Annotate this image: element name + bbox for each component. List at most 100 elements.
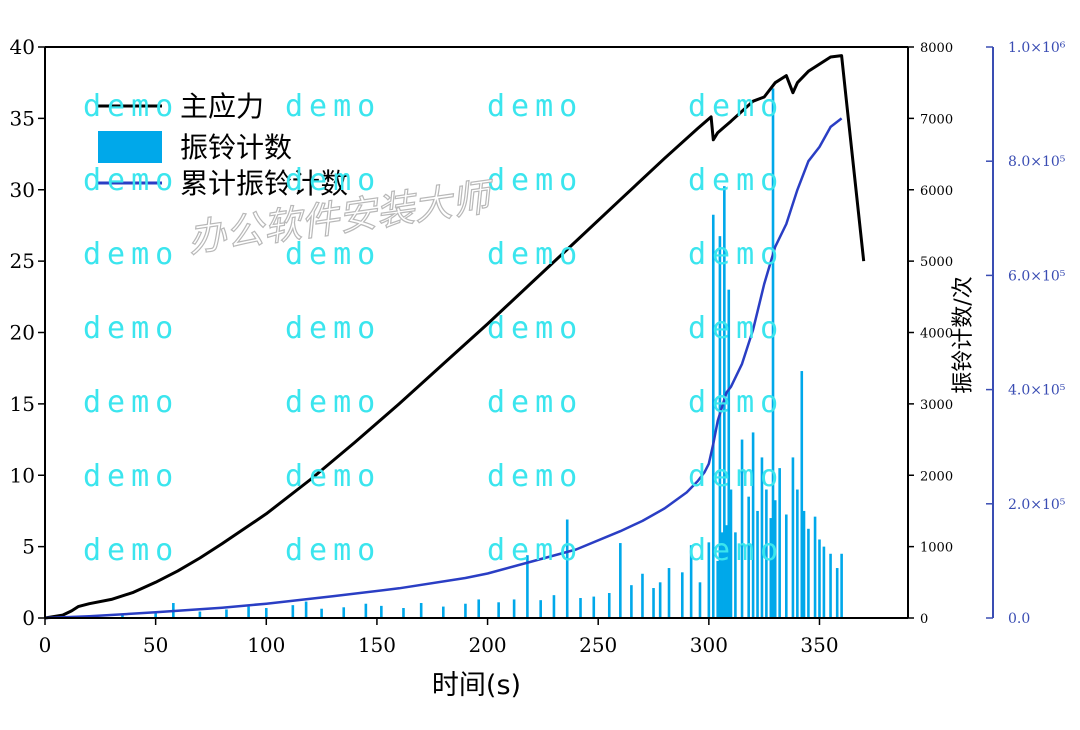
count-bar [835, 568, 839, 618]
count-bar [822, 546, 826, 618]
x-tick-label: 50 [143, 633, 168, 657]
count-bar [680, 572, 684, 618]
count-bar [667, 568, 671, 618]
count-bar [477, 599, 481, 618]
count-bar [154, 612, 157, 618]
count-bar [652, 588, 655, 618]
legend-label-cumulative: 累计振铃计数 [180, 167, 348, 200]
legend-swatch-count [98, 131, 162, 163]
cumulative-count-line [44, 117, 843, 620]
count-bar [342, 607, 346, 618]
y2-tick-label: 7000 [920, 112, 953, 127]
watermark-text: demo [285, 311, 381, 346]
y2-tick-label: 3000 [920, 398, 953, 413]
watermark-text: demo [487, 89, 583, 124]
watermark-text: demo [285, 533, 381, 568]
x-tick-label: 350 [800, 633, 838, 657]
y2-tick-label: 6000 [920, 184, 953, 199]
watermark-text: demo [487, 459, 583, 494]
y2-tick-label: 4000 [920, 327, 953, 342]
count-bar [526, 555, 529, 618]
count-bar [291, 605, 295, 618]
y-tick-label: 40 [10, 35, 35, 59]
count-bar [707, 542, 711, 618]
count-bar [829, 553, 832, 618]
y3-tick-label: 0.0 [1008, 611, 1030, 627]
count-bar [264, 608, 268, 618]
count-bar [796, 489, 799, 618]
y-tick-label: 5 [22, 535, 35, 559]
count-bar [247, 606, 250, 618]
stress-line [44, 54, 866, 620]
watermark-text: demo [487, 237, 583, 272]
watermark-text: demo [285, 385, 381, 420]
count-bar [198, 611, 202, 618]
count-bar [773, 500, 777, 618]
y-tick-label: 15 [10, 392, 35, 416]
x-tick-label: 250 [579, 633, 617, 657]
y3-tick-label: 8.0×10⁵ [1008, 154, 1066, 170]
count-bar [802, 510, 806, 618]
x-axis-title: 时间(s) [432, 670, 521, 701]
y3-tick-label: 1.0×10⁶ [1008, 40, 1066, 56]
watermark-text: demo [83, 385, 179, 420]
count-bar [725, 525, 728, 618]
y-tick-label: 25 [10, 249, 35, 273]
count-bar [364, 603, 368, 618]
watermark-text: demo [285, 237, 381, 272]
watermark-text: demo [688, 163, 784, 198]
count-bar [740, 439, 744, 618]
y-tick-label: 35 [10, 106, 35, 130]
watermark-text: demo [83, 237, 179, 272]
watermark-text: demo [83, 89, 179, 124]
count-bars-layer [54, 88, 843, 619]
count-bar [689, 545, 693, 618]
x-tick-label: 200 [468, 633, 506, 657]
count-bar [800, 371, 804, 618]
count-bar [778, 468, 781, 618]
y3-tick-label: 6.0×10⁵ [1008, 268, 1066, 284]
count-bar [698, 582, 702, 618]
count-bar [791, 457, 795, 618]
watermark-text: demo [285, 163, 381, 198]
count-bar [769, 518, 773, 618]
count-bar [756, 510, 759, 618]
watermark-text: demo [688, 533, 784, 568]
watermark-text: demo [285, 89, 381, 124]
count-bar [818, 539, 821, 618]
count-bar [840, 553, 843, 618]
watermark-text: demo [487, 163, 583, 198]
watermark-text: demo [285, 459, 381, 494]
count-bar [497, 602, 500, 618]
y3-tick-label: 4.0×10⁵ [1008, 383, 1066, 399]
count-bar [727, 289, 731, 618]
x-tick-label: 0 [39, 633, 52, 657]
count-bar [813, 516, 817, 618]
count-bar [630, 585, 633, 618]
count-bar [512, 599, 516, 618]
count-bar [121, 613, 124, 618]
count-bar [747, 496, 750, 618]
count-bar [539, 600, 542, 618]
count-bar [760, 457, 764, 618]
count-bar [380, 605, 383, 618]
watermark-text: demo [83, 311, 179, 346]
watermark-text: demo [688, 237, 784, 272]
count-bar [225, 609, 228, 618]
count-bar [579, 598, 582, 618]
count-bar [711, 214, 715, 618]
legend-label-count: 振铃计数 [180, 131, 292, 164]
y-tick-label: 10 [10, 463, 35, 487]
x-tick-label: 150 [358, 633, 396, 657]
count-bar [442, 606, 445, 618]
watermark-text: demo [83, 533, 179, 568]
count-bar [807, 528, 810, 618]
count-bar [419, 603, 423, 618]
watermark-text: demo [83, 459, 179, 494]
count-bar [565, 519, 569, 618]
watermark-text: demo [487, 311, 583, 346]
count-bar [716, 560, 719, 618]
